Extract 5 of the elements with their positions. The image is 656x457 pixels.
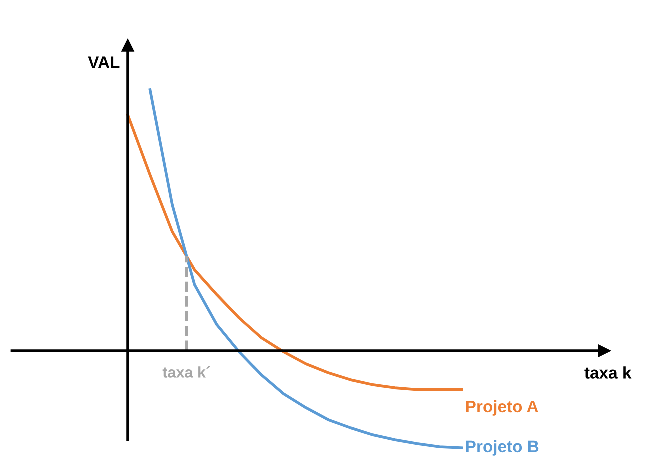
- y-axis-title: VAL: [88, 56, 120, 68]
- annotation: taxa k´: [162, 366, 210, 378]
- series-label: Projeto A: [466, 400, 538, 416]
- series-label: Projeto B: [466, 440, 539, 456]
- text: taxa k: [584, 366, 632, 379]
